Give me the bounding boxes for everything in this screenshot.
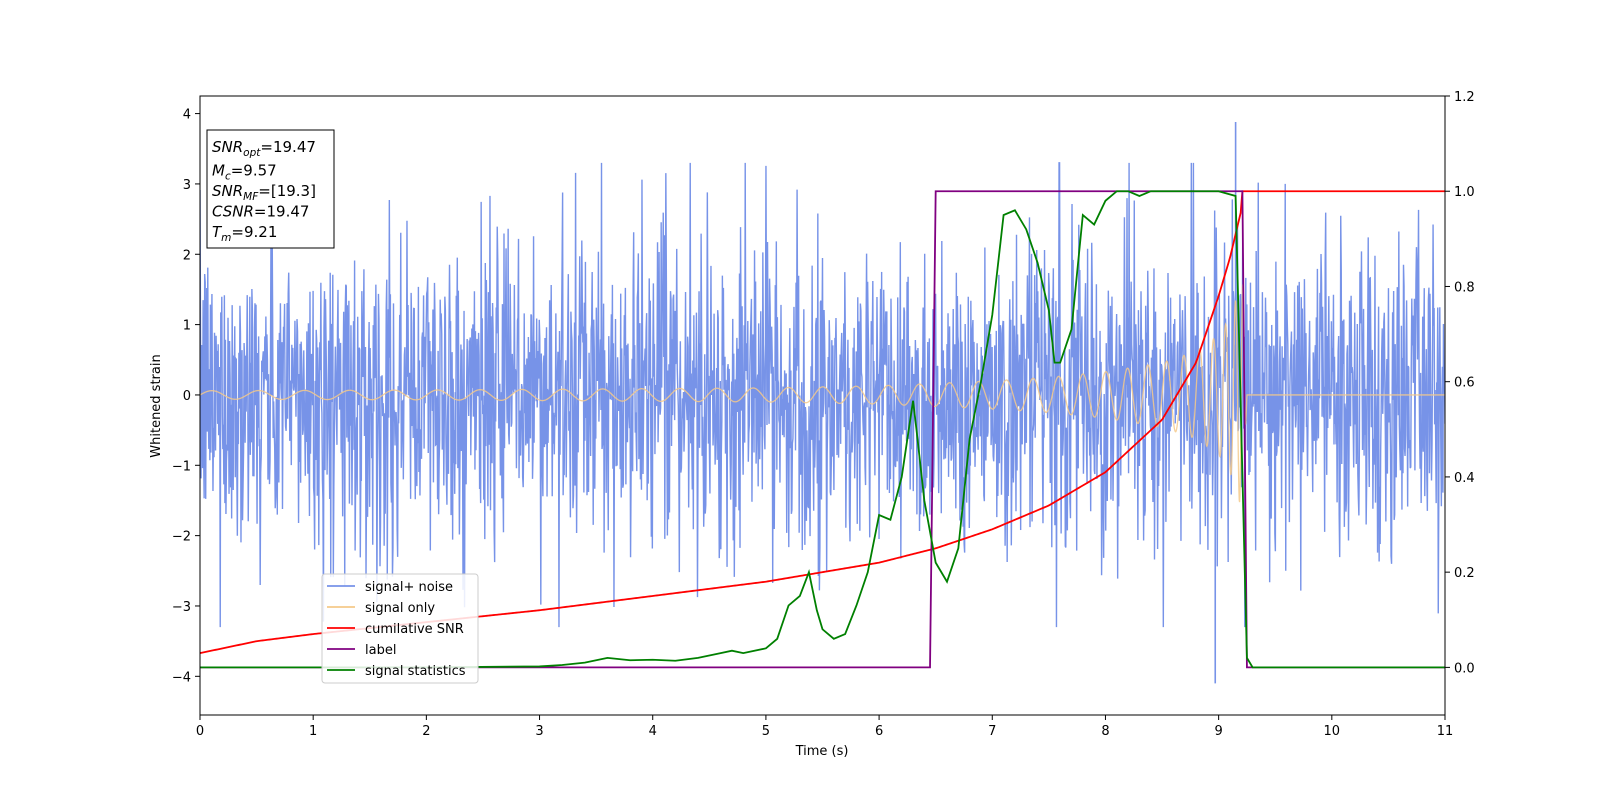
y-left-tick-label: 0 [183, 389, 191, 404]
x-tick-label: 1 [309, 724, 317, 739]
y-left-tick-label: 3 [183, 178, 191, 193]
legend-label: signal only [365, 601, 435, 616]
x-axis-label: Time (s) [795, 744, 849, 759]
y-right-tick-label: 0.2 [1454, 566, 1475, 581]
x-tick-label: 7 [988, 724, 996, 739]
y-left-tick-label: −3 [172, 600, 191, 615]
legend: signal+ noise signal only cumilative SNR la… [321, 573, 479, 684]
annotation-box: SNRopt=19.47 Mc=9.57SNRMF=[19.3]CSNR=19.4… [206, 129, 335, 249]
plot-area [200, 122, 1445, 684]
series-line-signal-statistics [200, 190, 1445, 669]
annotation-line: SNRMF=[19.3] [212, 182, 316, 203]
legend-label: signal statistics [365, 664, 466, 679]
annotation-line: SNRopt=19.47 [212, 138, 316, 159]
y-axis-right: 1.2 1.0 0.8 0.6 0.4 0.2 0.0 [1445, 90, 1475, 676]
x-tick-label: 10 [1324, 724, 1341, 739]
y-axis-label: Whitened strain [149, 354, 164, 457]
y-right-tick-label: 0.8 [1454, 280, 1475, 295]
plot-frame [199, 95, 1446, 716]
y-left-tick-label: −1 [172, 459, 191, 474]
annotation-line: Tm=9.21 [212, 223, 277, 244]
legend-label: cumilative SNR [365, 622, 464, 637]
series-line-signal-only [200, 284, 1445, 503]
x-tick-label: 6 [875, 724, 883, 739]
annotation-frame [206, 129, 335, 249]
y-right-tick-label: 0.4 [1454, 471, 1475, 486]
y-left-tick-label: 4 [183, 108, 191, 123]
legend-label: label [365, 643, 396, 658]
legend-label: signal+ noise [365, 580, 453, 595]
x-axis: 0 1 2 3 4 5 6 7 8 9 10 11 [196, 715, 1453, 739]
x-tick-label: 5 [762, 724, 770, 739]
y-left-tick-label: 2 [183, 248, 191, 263]
y-right-tick-label: 0.0 [1454, 661, 1475, 676]
y-right-tick-label: 1.2 [1454, 90, 1475, 105]
annotation-line: Mc=9.57 [212, 162, 277, 183]
y-axis-left: 4 3 2 1 0 −1 −2 −3 −4 [172, 108, 200, 685]
y-right-tick-label: 1.0 [1454, 185, 1475, 200]
y-left-tick-label: −4 [172, 670, 191, 685]
x-tick-label: 4 [649, 724, 657, 739]
y-left-tick-label: −2 [172, 530, 191, 545]
x-tick-label: 0 [196, 724, 204, 739]
x-tick-label: 8 [1101, 724, 1109, 739]
y-left-tick-label: 1 [183, 319, 191, 334]
x-tick-label: 11 [1437, 724, 1454, 739]
annotation-line: CSNR=19.47 [212, 203, 309, 221]
x-tick-label: 2 [422, 724, 430, 739]
y-right-tick-label: 0.6 [1454, 376, 1475, 391]
x-tick-label: 9 [1214, 724, 1222, 739]
legend-frame [321, 573, 479, 684]
x-tick-label: 3 [535, 724, 543, 739]
